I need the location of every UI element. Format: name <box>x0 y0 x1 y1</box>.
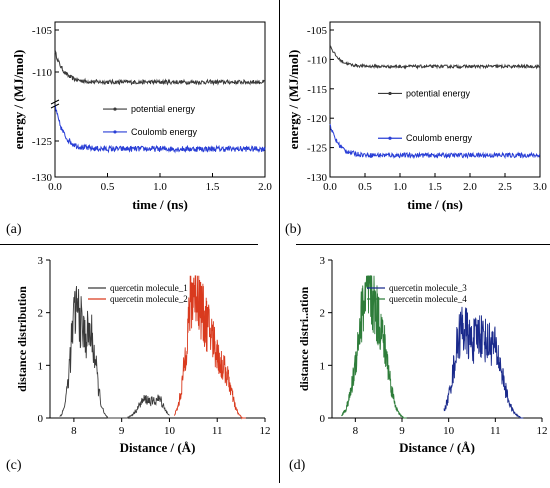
x-tick-label: 10 <box>443 425 455 437</box>
series-line-1 <box>54 50 266 86</box>
panel-a: 0.0 0.5 1.0 1.5 2.0 -130 -125 -110 -105 potential… <box>0 0 275 245</box>
y-tick-label: 3 <box>38 255 44 267</box>
x-tick-label: 8 <box>71 425 77 437</box>
y-tick-label: -105 <box>32 25 53 37</box>
legend-marker-2 <box>113 130 117 134</box>
x-tick-label: 11 <box>490 425 501 437</box>
y-axis-label: energy / (MJ/mol) <box>286 50 301 150</box>
legend-marker-2 <box>388 136 392 140</box>
y-tick-label: -130 <box>307 172 328 184</box>
legend-label-1: potential energy <box>406 88 471 98</box>
series-line-1 <box>330 45 541 70</box>
x-axis-label: Distance / (Å) <box>399 440 475 455</box>
legend-marker-1 <box>388 91 392 96</box>
x-tick-label: 9 <box>399 425 405 437</box>
x-tick-label: 11 <box>212 425 223 437</box>
series-line-1 <box>443 306 524 419</box>
x-tick-label: 3.0 <box>533 181 547 193</box>
series-line-2 <box>329 123 541 160</box>
panel-c: 8 9 10 11 12 0 1 2 3 quercetin molecule_1 querceti… <box>0 248 275 483</box>
x-tick-label: 10 <box>164 425 176 437</box>
legend-label-2: quercetin molecule_2 <box>110 294 188 304</box>
x-tick-label: 0.0 <box>48 181 62 193</box>
y-tick-label: -125 <box>307 143 328 155</box>
y-axis-label: distance distribution <box>15 286 29 392</box>
legend-label-2: Coulomb energy <box>406 133 473 143</box>
legend-label-1: potential energy <box>131 104 196 114</box>
series-line-2 <box>341 275 407 419</box>
y-tick-label: -105 <box>307 25 328 37</box>
axis-break-mark <box>50 103 60 109</box>
x-tick-label: 2.5 <box>498 181 512 193</box>
x-tick-label: 0.5 <box>101 181 115 193</box>
x-tick-label: 12 <box>260 425 271 437</box>
y-tick-label: 2 <box>38 308 44 320</box>
y-tick-label: 0 <box>38 413 44 425</box>
x-tick-label: 9 <box>119 425 125 437</box>
x-axis-label: time / (ns) <box>407 197 463 212</box>
x-axis-label: time / (ns) <box>132 197 188 212</box>
y-tick-label: -115 <box>307 84 327 96</box>
panel-label-d: (d) <box>289 458 306 473</box>
y-tick-label: 3 <box>320 255 326 267</box>
x-tick-label: 0.5 <box>358 181 372 193</box>
panel-d: 8 9 10 11 12 0 1 2 3 quercetin molecule_3 querceti… <box>275 248 550 483</box>
panel-b: 0.0 0.5 1.0 1.5 2.0 2.5 3.0 -130 -125 -120 -115 -11… <box>275 0 550 245</box>
x-axis-label: Distance / (Å) <box>120 440 196 455</box>
x-tick-label: 1.0 <box>153 181 167 193</box>
legend-label-1: quercetin molecule_3 <box>389 283 467 293</box>
y-axis-label: distance distri..ation <box>297 287 311 392</box>
series-line-2 <box>174 275 246 420</box>
x-tick-label: 1.5 <box>206 181 220 193</box>
y-tick-label: -120 <box>307 113 328 125</box>
vertical-divider <box>279 0 280 483</box>
chart-b: 0.0 0.5 1.0 1.5 2.0 2.5 3.0 -130 -125 -120 -115 -11… <box>286 21 547 212</box>
x-tick-label: 12 <box>537 425 548 437</box>
y-axis-label: energy / (MJ/mol) <box>11 50 26 150</box>
x-tick-label: 2.0 <box>463 181 477 193</box>
y-tick-label: 1 <box>38 360 44 372</box>
y-tick-label: -130 <box>32 172 53 184</box>
legend-label-1: quercetin molecule_1 <box>110 283 188 293</box>
legend-label-2: Coulomb energy <box>131 127 198 137</box>
y-tick-label: -110 <box>307 54 327 66</box>
legend-marker-1 <box>113 107 117 111</box>
x-tick-label: 2.0 <box>258 181 272 193</box>
panel-label-a: (a) <box>6 222 22 237</box>
panel-label-c: (c) <box>6 458 22 473</box>
panel-label-b: (b) <box>285 222 302 237</box>
y-tick-label: -110 <box>32 67 52 79</box>
y-tick-label: -125 <box>32 136 53 148</box>
horizontal-divider-right <box>296 244 550 245</box>
x-tick-label: 1.0 <box>393 181 407 193</box>
x-tick-label: 0.0 <box>323 181 337 193</box>
horizontal-divider-left <box>0 244 258 245</box>
chart-a: 0.0 0.5 1.0 1.5 2.0 -130 -125 -110 -105 potential… <box>11 21 272 212</box>
series-line-1 <box>59 285 170 420</box>
y-tick-label: 1 <box>320 360 326 372</box>
y-tick-label: 0 <box>320 413 326 425</box>
x-tick-label: 1.5 <box>428 181 442 193</box>
x-tick-label: 8 <box>353 425 359 437</box>
series-line-2 <box>54 104 266 154</box>
y-tick-label: 2 <box>320 308 326 320</box>
plot-frame <box>54 21 266 178</box>
legend-label-2: quercetin molecule_4 <box>389 294 467 304</box>
axis-break-mark <box>50 99 60 105</box>
